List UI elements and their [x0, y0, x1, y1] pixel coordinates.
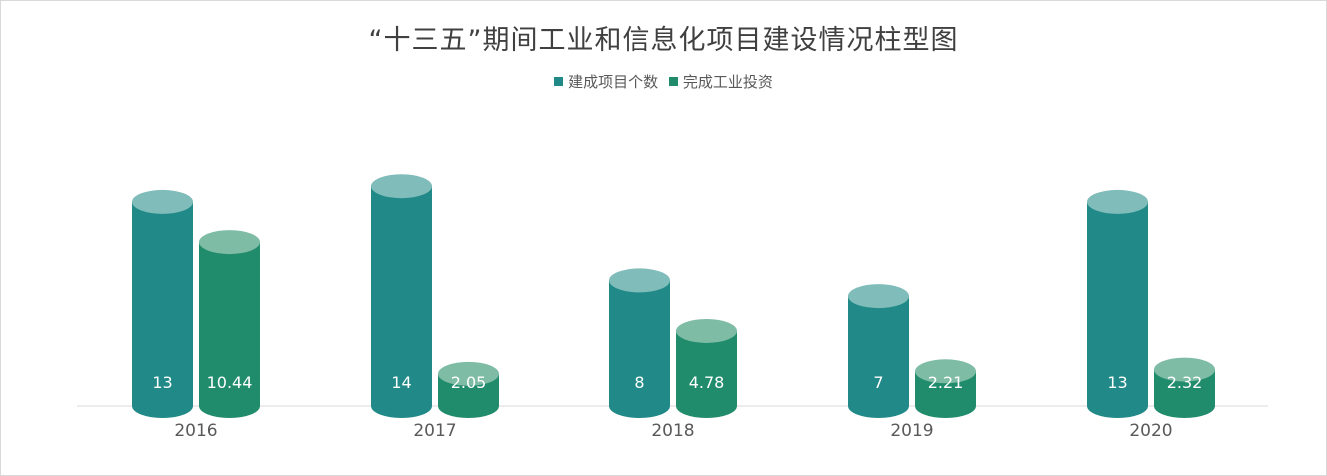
- x-tick-label-2019: 2019: [890, 421, 933, 441]
- bar-body: [132, 201, 193, 406]
- bar-body: [609, 280, 670, 406]
- bar-investment-2019[interactable]: [915, 359, 976, 418]
- data-label-investment-2016: 10.44: [207, 373, 253, 392]
- bar-investment-2018[interactable]: [676, 318, 737, 418]
- data-label-projects-2018: 8: [634, 373, 644, 392]
- bar-top: [438, 361, 499, 386]
- data-label-projects-2020: 13: [1107, 373, 1127, 392]
- bar-top: [609, 268, 670, 293]
- bar-body: [676, 330, 737, 406]
- data-label-investment-2019: 2.21: [928, 373, 964, 392]
- x-tick-label-2017: 2017: [413, 421, 456, 441]
- bar-body: [199, 242, 260, 406]
- x-tick-label-2020: 2020: [1129, 421, 1172, 441]
- legend-label-investment: 完成工业投资: [682, 73, 773, 91]
- legend-swatch-investment: [668, 77, 678, 86]
- chart-legend: 建成项目个数 完成工业投资: [0, 71, 1327, 92]
- bar-projects-2020[interactable]: [1087, 189, 1148, 418]
- bar-top: [1087, 189, 1148, 214]
- x-tick-label-2018: 2018: [651, 421, 694, 441]
- bar-body: [848, 296, 909, 406]
- legend-item-investment[interactable]: 完成工业投资: [668, 71, 773, 92]
- bar-top: [132, 189, 193, 214]
- bar-body: [371, 186, 432, 406]
- bar-investment-2016[interactable]: [199, 230, 260, 418]
- bar-investment-2020[interactable]: [1154, 357, 1215, 418]
- bar-projects-2016[interactable]: [132, 189, 193, 418]
- data-label-investment-2017: 2.05: [451, 373, 487, 392]
- bar-top: [676, 318, 737, 343]
- bar-investment-2017[interactable]: [438, 361, 499, 418]
- data-label-investment-2020: 2.32: [1167, 373, 1203, 392]
- bar-body: [1087, 201, 1148, 406]
- legend-item-projects[interactable]: 建成项目个数: [554, 71, 658, 92]
- legend-swatch-projects: [554, 77, 564, 86]
- bar-top: [371, 174, 432, 199]
- bar-projects-2018[interactable]: [609, 268, 670, 418]
- data-label-projects-2017: 14: [391, 373, 411, 392]
- chart-title: “十三五”期间工业和信息化项目建设情况柱型图: [368, 25, 959, 56]
- bar-projects-2017[interactable]: [371, 174, 432, 418]
- x-tick-label-2016: 2016: [174, 421, 217, 441]
- legend-label-projects: 建成项目个数: [568, 73, 659, 91]
- bar-top: [915, 359, 976, 384]
- bar-top: [1154, 357, 1215, 382]
- data-label-projects-2016: 13: [152, 373, 172, 392]
- data-label-projects-2019: 7: [873, 373, 883, 392]
- bar-projects-2019[interactable]: [848, 284, 909, 418]
- data-label-investment-2018: 4.78: [689, 373, 725, 392]
- bar-top: [848, 284, 909, 309]
- bar-top: [199, 230, 260, 255]
